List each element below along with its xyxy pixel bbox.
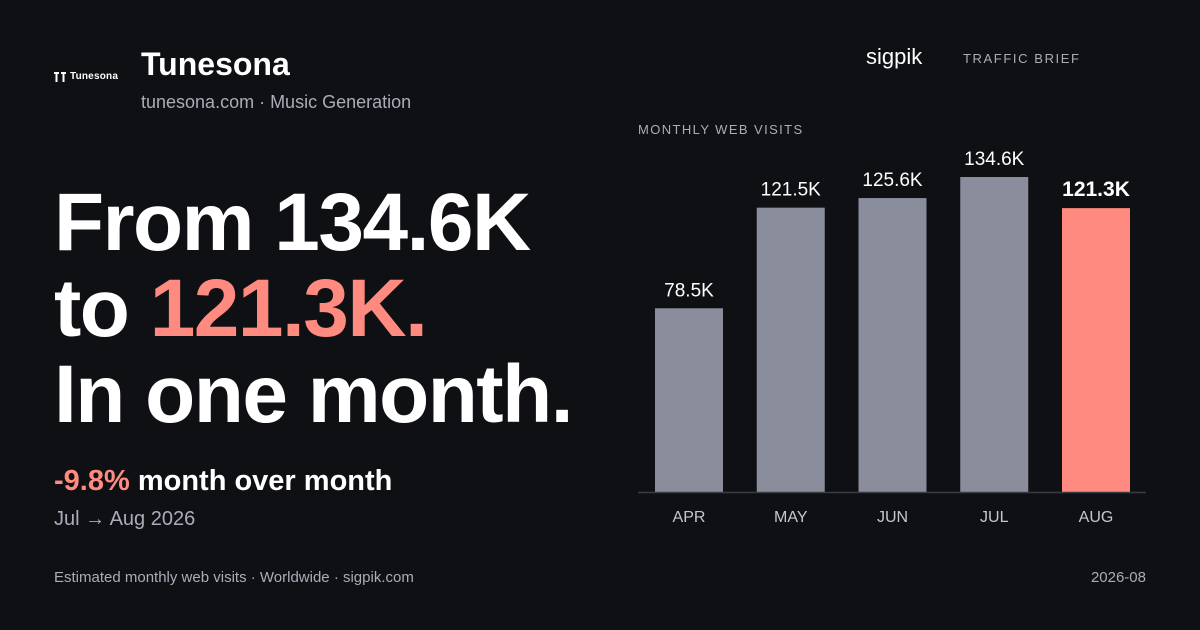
value-label-jun: 125.6K — [862, 170, 923, 191]
brand-subtitle: tunesona.com · Music Generation — [141, 92, 412, 112]
change-percent: -9.8% — [54, 465, 130, 497]
traffic-brief-label: TRAFFIC BRIEF — [963, 51, 1081, 66]
headline-line-3: In one month. — [54, 349, 573, 440]
footer-date: 2026-08 — [1090, 569, 1146, 586]
headline-line-2: to 121.3K. — [54, 266, 572, 352]
bar-may — [756, 207, 825, 492]
x-tick-label-may: MAY — [774, 509, 808, 526]
bar-aug — [1062, 208, 1130, 493]
chart-title: MONTHLY WEB VISITS — [638, 122, 804, 137]
brand-name: Tunesona — [141, 46, 290, 82]
logo-text: Tunesona — [70, 71, 119, 82]
footer-note: Estimated monthly web visits · Worldwide… — [54, 569, 414, 586]
change-period: Jul → Aug 2026 — [54, 508, 196, 530]
headline-line-2-prefix: to — [54, 263, 150, 354]
change-summary: -9.8% month over month — [54, 465, 392, 498]
x-tick-label-jul: JUL — [980, 509, 1009, 526]
bar-apr — [655, 308, 723, 492]
source-name: sigpik — [866, 44, 923, 69]
headline: From 134.6K to 121.3K. In one month. — [54, 177, 573, 440]
tunesona-logo-icon — [54, 71, 66, 82]
brand-logo: Tunesona — [54, 71, 118, 82]
bar-jun — [858, 198, 927, 492]
headline-accent-value: 121.3K. — [149, 263, 428, 354]
value-label-may: 121.5K — [761, 180, 822, 201]
x-tick-label-aug: AUG — [1079, 509, 1114, 526]
value-label-aug: 121.3K — [1062, 178, 1130, 201]
headline-line-1: From 134.6K — [54, 177, 531, 268]
x-tick-label-jun: JUN — [877, 509, 908, 526]
x-tick-label-apr: APR — [673, 509, 706, 526]
bar-jul — [960, 177, 1029, 492]
change-text: month over month — [129, 465, 393, 497]
value-label-apr: 78.5K — [664, 280, 714, 301]
value-label-jul: 134.6K — [964, 149, 1025, 170]
